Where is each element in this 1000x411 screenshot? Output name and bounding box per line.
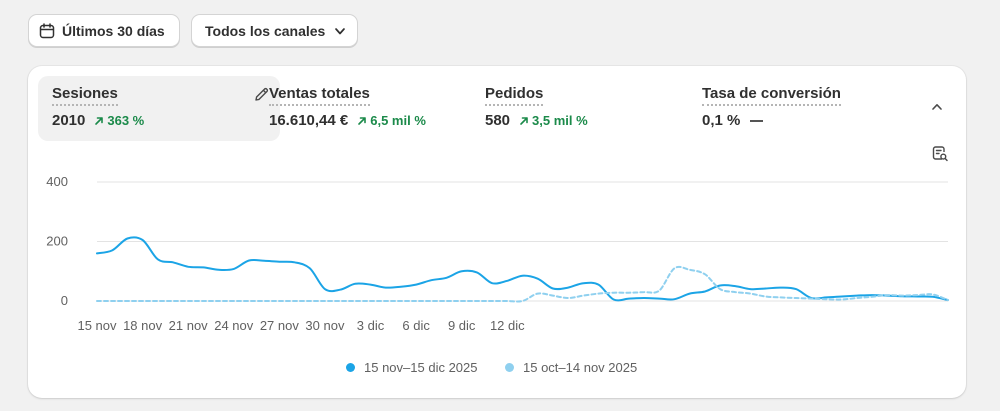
y-tick-label: 0 [61, 293, 68, 308]
no-change-dash [750, 119, 764, 122]
metric-conversion-rate[interactable]: Tasa de conversión 0,1 % [688, 76, 898, 141]
calendar-icon [39, 22, 55, 38]
trend-up-icon [95, 116, 104, 125]
sessions-line-chart: 400 200 0 15 nov 18 nov 21 nov 24 nov 27 nov 30 … [46, 174, 949, 333]
y-tick-label: 200 [46, 234, 68, 249]
metric-value: 2010 [52, 112, 86, 129]
legend-label-previous: 15 oct–14 nov 2025 [523, 360, 638, 375]
legend-dot-previous [505, 363, 514, 372]
metric-change: 3,5 mil % [519, 113, 588, 128]
x-tick-label: 9 dic [448, 318, 476, 333]
metric-label: Sesiones [52, 85, 118, 106]
metric-value: 16.610,44 € [269, 112, 349, 129]
legend-dot-current [346, 363, 355, 372]
metric-label: Tasa de conversión [702, 85, 841, 106]
x-tick-label: 27 nov [260, 318, 300, 333]
x-tick-label: 18 nov [123, 318, 163, 333]
legend-item-current[interactable]: 15 nov–15 dic 2025 [346, 360, 477, 375]
channels-label: Todos los canales [205, 22, 326, 39]
metric-label: Pedidos [485, 85, 544, 106]
chevron-down-icon [335, 27, 346, 34]
analytics-card: Sesiones 2010 363 % Ventas totales 16.61… [28, 66, 966, 398]
metric-change: 363 % [94, 113, 144, 128]
x-tick-label: 21 nov [169, 318, 209, 333]
date-range-button[interactable]: Últimos 30 días [28, 14, 180, 47]
chart-options-icon[interactable] [931, 145, 949, 163]
metric-change-value: 3,5 mil % [532, 113, 588, 128]
trend-up-icon [520, 116, 528, 125]
trend-up-icon [358, 116, 367, 125]
metric-change: 6,5 mil % [357, 113, 426, 128]
legend-label-current: 15 nov–15 dic 2025 [364, 360, 478, 375]
metric-sessions[interactable]: Sesiones 2010 363 % [38, 76, 280, 141]
metric-value: 0,1 % [702, 112, 741, 129]
metric-value: 580 [485, 112, 511, 129]
metric-total-sales[interactable]: Ventas totales 16.610,44 € 6,5 mil % [255, 76, 465, 141]
legend-item-previous[interactable]: 15 oct–14 nov 2025 [505, 360, 637, 375]
y-tick-label: 400 [46, 174, 68, 189]
series-line-current [96, 236, 949, 302]
metric-label: Ventas totales [269, 85, 370, 106]
metric-orders[interactable]: Pedidos 580 3,5 mil % [471, 76, 681, 141]
x-tick-label: 12 dic [490, 318, 525, 333]
x-tick-label: 6 dic [402, 318, 430, 333]
channels-dropdown[interactable]: Todos los canales [191, 14, 358, 47]
metric-change-value: 363 % [107, 113, 145, 128]
series-line-previous [96, 265, 949, 303]
x-tick-label: 15 nov [77, 318, 117, 333]
x-tick-label: 30 nov [305, 318, 345, 333]
chevron-up-icon[interactable] [930, 100, 944, 114]
x-tick-label: 3 dic [357, 318, 385, 333]
date-range-label: Últimos 30 días [62, 22, 165, 39]
pencil-icon[interactable] [253, 86, 270, 103]
x-tick-label: 24 nov [214, 318, 254, 333]
metric-change-value: 6,5 mil % [370, 113, 426, 128]
